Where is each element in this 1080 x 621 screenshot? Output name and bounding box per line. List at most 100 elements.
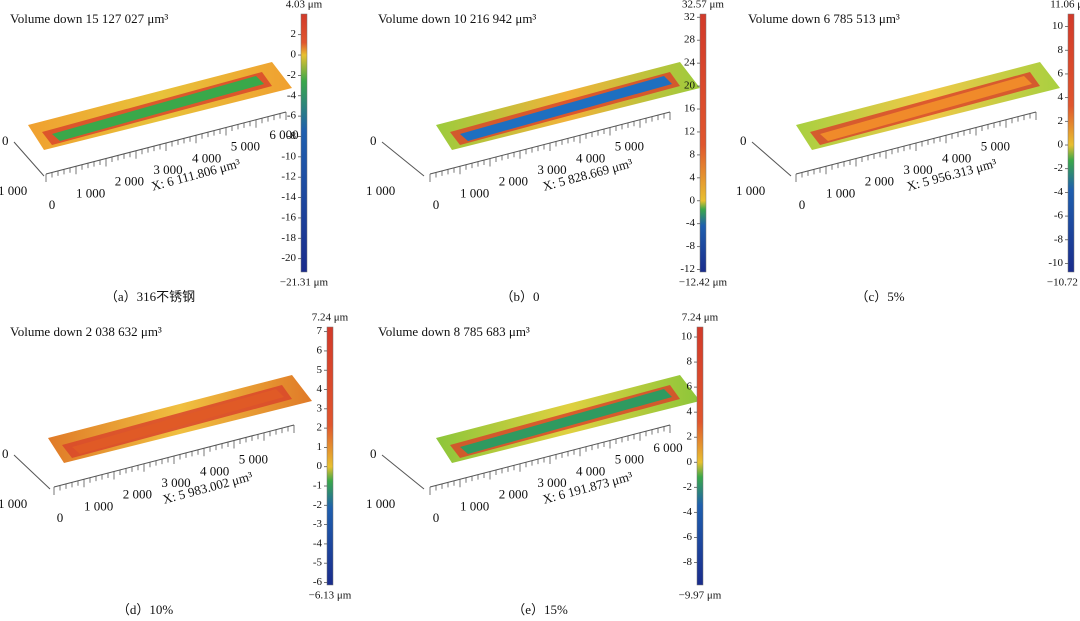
colorbar-tick-label: -4 [287,89,297,101]
x-tick-label: 1 000 [460,498,489,513]
colorbar [300,13,308,273]
colorbar-tick-label: 16 [684,103,696,115]
panel-title: Volume down 8 785 683 μm³ [378,324,530,339]
colorbar [696,326,704,586]
colorbar-tick-label: 4 [1058,91,1064,103]
panel-title: Volume down 6 785 513 μm³ [748,11,900,26]
x-tick-label: 2 000 [865,174,894,189]
colorbar-tick-label: -18 [281,232,296,244]
caption: （d）10% [117,602,174,617]
colorbar-tick-label: -8 [1054,233,1064,245]
colorbar-tick-label: 8 [687,356,693,368]
colorbar-tick-label: 2 [291,28,297,40]
colorbar-tick-label: -8 [287,130,297,142]
colorbar-tick-label: 8 [1058,44,1064,56]
y-tick-label: 0 [740,133,747,148]
x-tick-label: 2 000 [115,174,144,189]
colorbar-tick-label: 0 [690,194,696,206]
trench [72,389,284,454]
colorbar-tick-label: -12 [680,263,695,275]
caption: （b）0 [500,289,539,304]
colorbar-tick-label: -20 [281,252,296,264]
colorbar-tick-label: -6 [1054,210,1064,222]
panel-title: Volume down 2 038 632 μm³ [10,324,162,339]
x-tick-label: 0 [57,510,64,525]
colorbar-tick-label: -4 [313,537,323,549]
trench [52,76,264,141]
x-tick-label: 3 000 [153,162,182,177]
colorbar-max: 7.24 μm [682,312,719,324]
x-tick-label: 1 000 [826,185,855,200]
colorbar-tick-label: -1 [313,480,322,492]
panel: Volume down 10 216 942 μm³ 0 1 000 2 000 3 0… [366,0,728,304]
colorbar-tick-label: 20 [684,80,696,92]
colorbar-tick-label: -2 [683,481,692,493]
colorbar-min: −10.72 μm [1047,277,1080,289]
y-tick-label: 1 000 [736,183,765,198]
panel: Volume down 6 785 513 μm³ 0 1 000 2 000 3 00… [736,0,1080,304]
colorbar-tick-label: 5 [317,364,323,376]
x-tick-label: 4 000 [576,463,605,478]
colorbar-tick-label: -4 [686,217,696,229]
colorbar-tick-label: 0 [317,460,323,472]
trench [460,76,672,141]
colorbar-tick-label: -4 [1054,186,1064,198]
colorbar-tick-label: 2 [317,422,323,434]
x-tick-label: 4 000 [942,150,971,165]
y-tick-label: 1 000 [366,183,395,198]
colorbar-tick-label: 3 [317,402,323,414]
colorbar-tick-label: -5 [313,557,323,569]
y-tick-label: 0 [370,133,377,148]
x-tick-label: 1 000 [460,185,489,200]
x-tick-label: 1 000 [84,498,113,513]
y-axis [13,141,45,177]
colorbar-tick-label: 12 [684,125,695,137]
colorbar-tick-label: -6 [683,531,693,543]
colorbar-tick-label: -2 [313,499,322,511]
x-tick-label: 2 000 [499,174,528,189]
x-tick-label: 3 000 [537,162,566,177]
colorbar-tick-label: -10 [281,150,296,162]
y-axis [13,454,51,490]
colorbar-min: −21.31 μm [280,277,329,289]
x-tick-label: 4 000 [576,150,605,165]
caption: （a）316不锈钢 [105,289,195,304]
colorbar-tick-label: -3 [313,518,323,530]
y-tick-label: 1 000 [0,183,27,198]
colorbar-tick-label: 24 [684,57,696,69]
colorbar-tick-label: 32 [684,11,695,23]
x-tick-label: 4 000 [192,150,221,165]
x-tick-label: 0 [433,197,440,212]
colorbar-tick-label: -2 [287,69,296,81]
y-axis [751,141,792,177]
x-tick-label: 0 [49,197,56,212]
x-tick-label: 4 000 [200,463,229,478]
colorbar-tick-label: 6 [317,344,323,356]
colorbar-tick-label: 7 [317,325,323,337]
y-tick-label: 1 000 [366,496,395,511]
x-tick-label: 5 000 [615,139,644,154]
x-tick-label: 3 000 [161,475,190,490]
x-tick-label: 2 000 [499,487,528,502]
colorbar-tick-label: 6 [1058,67,1064,79]
colorbar-tick-label: 0 [291,49,297,61]
x-tick-label: 5 000 [231,139,260,154]
colorbar-max: 32.57 μm [682,0,724,11]
y-tick-label: 1 000 [0,496,27,511]
colorbar-tick-label: -6 [313,576,323,588]
trench [460,389,672,454]
x-tick-label: 5 000 [981,139,1010,154]
colorbar-tick-label: -16 [281,211,296,223]
x-tick-label: 2 000 [123,487,152,502]
colorbar-tick-label: -12 [281,171,296,183]
colorbar-tick-label: 4 [317,383,323,395]
y-tick-label: 0 [2,133,9,148]
colorbar-min: −12.42 μm [679,277,728,289]
colorbar-tick-label: -6 [287,110,297,122]
colorbar-max: 7.24 μm [312,312,349,324]
y-tick-label: 0 [2,446,9,461]
x-tick-label: 3 000 [903,162,932,177]
colorbar-tick-label: 1 [317,441,323,453]
